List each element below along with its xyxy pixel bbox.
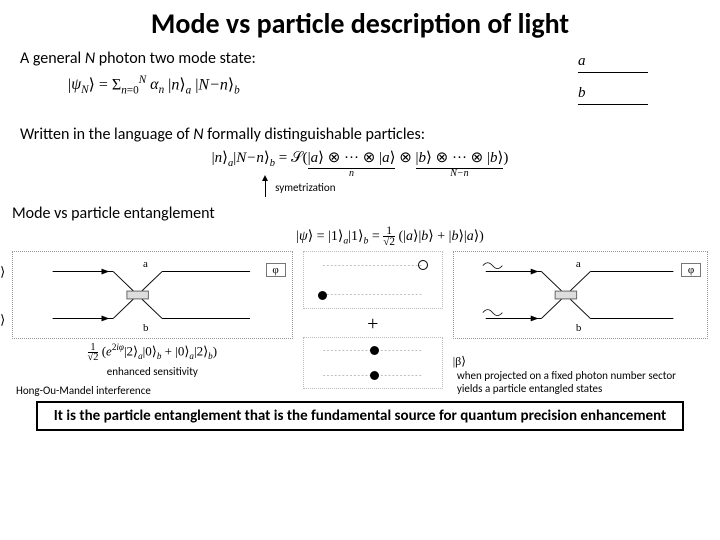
subheading-entanglement: Mode vs particle entanglement [0, 204, 720, 223]
b-label-1: b [143, 322, 149, 334]
page-title: Mode vs particle description of light [0, 0, 720, 45]
b-label-2: b [576, 322, 582, 334]
phase-box-2: φ [681, 263, 701, 277]
phase-box-1: φ [266, 263, 286, 277]
caption-enhanced: enhanced sensitivity [12, 365, 293, 378]
formula-psi-particle: |ψ⟩ = |1⟩a|1⟩b = 1√2 (|a⟩|b⟩ + |b⟩|a⟩) [60, 226, 720, 247]
ket-1-top: |1⟩ [0, 264, 5, 280]
ket-1-bot: |1⟩ [0, 312, 5, 328]
formula-symmetrization: |n⟩a|N−n⟩b = 𝒮(|a⟩ ⊗ ··· ⊗ |a⟩ ⊗ |b⟩ ⊗ ·… [0, 148, 720, 169]
a-label-1: a [143, 258, 148, 270]
hom-box: |1⟩ |1⟩ a b φ [12, 251, 293, 339]
symmetrization-label: symetrization [275, 181, 335, 194]
sup-box-top: |α⟩ [303, 251, 443, 309]
row-general-state: A general N photon two mode state: |ψN⟩ … [0, 49, 720, 119]
coh-box: a b φ [453, 251, 708, 339]
caption-projection: when projected on a fixed photon number … [453, 369, 708, 395]
hom-svg [13, 252, 292, 338]
diagram-coherent: a b φ when projected on a fixed photon n… [453, 251, 708, 397]
mode-line-a: a [578, 55, 648, 73]
diagram-hom: |1⟩ |1⟩ a b φ 1√2 (e2iφ|2⟩a|0⟩b + |0⟩a|2… [12, 251, 293, 397]
hollow-circle-icon [418, 260, 428, 270]
diagram-superposition: |α⟩ + |β⟩ [303, 251, 443, 397]
formula-hom-output: 1√2 (e2iφ|2⟩a|0⟩b + |0⟩a|2⟩b) [12, 342, 293, 362]
a-label-2: a [576, 258, 581, 270]
text-general-state: A general N photon two mode state: [0, 49, 560, 68]
text-particle-language: Written in the language of N formally di… [0, 125, 720, 144]
symmetrization-arrow-block: symetrization [0, 179, 720, 202]
diagram-row: |1⟩ |1⟩ a b φ 1√2 (e2iφ|2⟩a|0⟩b + |0⟩a|2… [0, 251, 720, 397]
mode-lines: a b [560, 49, 720, 119]
conclusion-box: It is the particle entanglement that is … [36, 401, 684, 431]
up-arrow-icon [265, 179, 266, 197]
plus-icon: + [367, 313, 378, 336]
caption-hom: Hong-Ou-Mandel interference [12, 384, 293, 397]
mode-line-b: b [578, 87, 648, 105]
solid-circle-icon-1 [318, 291, 327, 300]
sup-box-bot: |β⟩ [303, 337, 443, 389]
formula-psi-n: |ψN⟩ = Σn=0N αn |n⟩a |N−n⟩b [0, 74, 560, 97]
